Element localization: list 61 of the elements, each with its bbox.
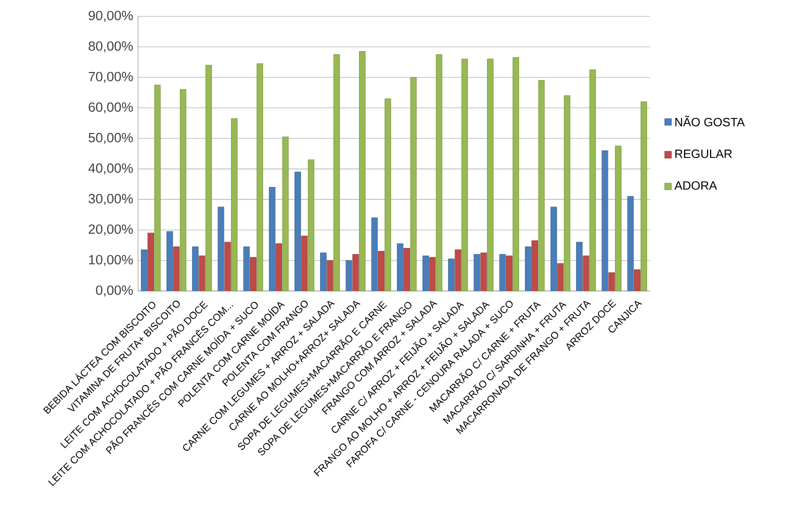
bar (506, 256, 512, 291)
y-tick-label: 50,00% (88, 132, 133, 144)
bar (422, 256, 429, 291)
bar (474, 254, 480, 291)
y-tick-label: 30,00% (88, 194, 133, 205)
bar (268, 186, 276, 291)
bar (524, 246, 532, 291)
bar (396, 243, 404, 291)
bar (448, 258, 455, 291)
bar (346, 260, 352, 291)
y-tick-label: 70,00% (88, 72, 133, 83)
y-tick-label: 0,00% (96, 285, 133, 297)
bar (205, 64, 212, 291)
bar (140, 250, 148, 291)
bar (550, 206, 557, 291)
legend-label: NÃO GOSTA (675, 116, 745, 126)
y-tick-label: 60,00% (88, 102, 133, 114)
bar (487, 58, 494, 291)
bar (589, 69, 596, 291)
bar (333, 54, 340, 291)
bar (436, 54, 442, 291)
bar (180, 89, 186, 291)
bar (371, 217, 378, 291)
y-tick-label: 80,00% (88, 41, 133, 52)
bar (218, 206, 224, 291)
bar (282, 136, 289, 291)
bar (192, 246, 199, 291)
bar (627, 196, 634, 291)
bar (166, 231, 173, 291)
bar (378, 251, 384, 291)
bar (231, 118, 238, 291)
y-tick-label: 10,00% (89, 254, 133, 266)
bar (320, 252, 327, 291)
bar (359, 51, 366, 291)
bar (461, 58, 468, 291)
bar (634, 269, 640, 291)
bar (576, 242, 583, 291)
bar (256, 63, 264, 291)
bar (615, 146, 622, 291)
bar (404, 248, 410, 291)
bar (499, 254, 506, 291)
bar (250, 257, 256, 291)
legend-label: ADORA (674, 181, 718, 190)
bar (154, 84, 161, 291)
bar (308, 160, 314, 291)
bar (276, 243, 282, 291)
bar (538, 80, 545, 291)
bar (512, 57, 520, 291)
bar (602, 150, 608, 291)
y-tick-label: 40,00% (88, 163, 133, 174)
bar (640, 102, 648, 291)
bar (294, 172, 301, 291)
bar (410, 77, 417, 291)
legend-label: REGULAR (675, 150, 732, 158)
bar (564, 95, 570, 291)
bar (243, 246, 250, 291)
bar (148, 232, 154, 291)
y-tick-label: 90,00% (88, 10, 133, 22)
y-tick-label: 20,00% (88, 224, 133, 236)
bar (532, 240, 538, 291)
bar (384, 98, 392, 291)
